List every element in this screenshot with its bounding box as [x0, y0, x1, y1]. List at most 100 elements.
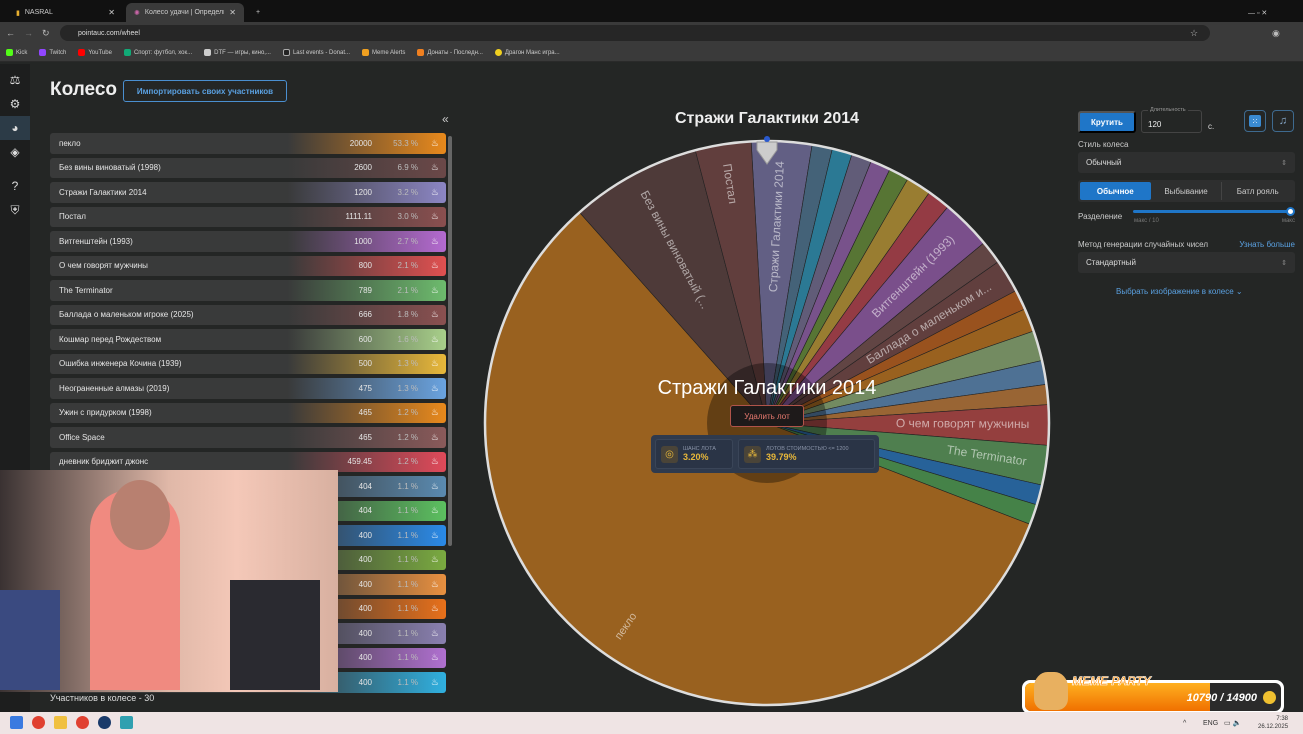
- spotlight-icon[interactable]: ♨: [430, 578, 439, 589]
- forward-icon[interactable]: →: [24, 28, 33, 38]
- back-icon[interactable]: ←: [6, 28, 15, 38]
- participants-count: Участников в колесе - 30: [50, 693, 155, 703]
- spotlight-icon[interactable]: ♨: [430, 652, 439, 663]
- participant-row[interactable]: Неограненные алмазы (2019) 475 1.3 % ♨: [50, 378, 446, 399]
- participant-row[interactable]: дневник бриджит джонс 459.45 1.2 % ♨: [50, 451, 446, 472]
- participant-row[interactable]: пекло 20000 53.3 % ♨: [50, 133, 446, 154]
- language-indicator[interactable]: ENG: [1203, 719, 1219, 727]
- participant-row[interactable]: Постал 1111.11 3.0 % ♨: [50, 206, 446, 227]
- spotlight-icon[interactable]: ♨: [430, 382, 439, 393]
- steam-icon[interactable]: [98, 716, 111, 729]
- choose-image-link[interactable]: Выбрать изображение в колесе ⌄: [1116, 287, 1243, 296]
- spotlight-icon[interactable]: ♨: [430, 480, 439, 491]
- bookmark[interactable]: YouTube: [78, 48, 112, 56]
- bookmark[interactable]: DTF — игры, кино,...: [204, 48, 271, 56]
- participant-amount: 465: [358, 408, 372, 418]
- close-tab-icon[interactable]: ✕: [108, 8, 115, 17]
- app-icon[interactable]: [120, 716, 133, 729]
- delete-lot-button[interactable]: Удалить лот: [730, 405, 804, 427]
- participant-row[interactable]: Витгенштейн (1993) 1000 2.7 % ♨: [50, 231, 446, 252]
- windows-start-icon[interactable]: [10, 716, 23, 729]
- music-icon[interactable]: ♫: [1272, 110, 1294, 132]
- bookmark[interactable]: Драгон Манс игра...: [494, 48, 560, 56]
- spotlight-icon[interactable]: ♨: [430, 358, 439, 369]
- close-tab-icon[interactable]: ✕: [229, 8, 236, 17]
- spotlight-icon[interactable]: ♨: [430, 333, 439, 344]
- new-tab-button[interactable]: +: [256, 9, 261, 16]
- spotlight-icon[interactable]: ♨: [430, 309, 439, 320]
- spotlight-icon[interactable]: ♨: [430, 284, 439, 295]
- participant-row[interactable]: О чем говорят мужчины 800 2.1 % ♨: [50, 255, 446, 276]
- wheel-pie-icon[interactable]: ◕: [0, 116, 30, 140]
- bookmark[interactable]: Meme Alerts: [362, 48, 405, 56]
- spotlight-icon[interactable]: ♨: [430, 162, 439, 173]
- spotlight-icon[interactable]: ♨: [430, 235, 439, 246]
- mode-elimination[interactable]: Выбывание: [1164, 186, 1208, 196]
- spotlight-icon[interactable]: ♨: [430, 211, 439, 222]
- settings-gear-icon[interactable]: ⚙: [9, 97, 21, 111]
- spotlight-icon[interactable]: ♨: [430, 627, 439, 638]
- spotlight-icon[interactable]: ♨: [430, 186, 439, 197]
- participant-row[interactable]: Ошибка инженера Кочина (1939) 500 1.3 % ♨: [50, 353, 446, 374]
- yandex-icon[interactable]: [32, 716, 45, 729]
- folder-icon[interactable]: [54, 716, 67, 729]
- shield-check-icon[interactable]: ⛨: [10, 202, 20, 217]
- spotlight-icon[interactable]: ♨: [430, 456, 439, 467]
- network-icon[interactable]: ▭ 🔈: [1224, 720, 1242, 727]
- auction-gavel-icon[interactable]: ⚖: [9, 73, 21, 87]
- chrome-icon[interactable]: [76, 716, 89, 729]
- participant-row[interactable]: Без вины виноватый (1998) 2600 6.9 % ♨: [50, 157, 446, 178]
- participant-row[interactable]: Ужин с придурком (1998) 465 1.2 % ♨: [50, 402, 446, 423]
- spotlight-icon[interactable]: ♨: [430, 260, 439, 271]
- bookmark[interactable]: Донаты - Последн...: [417, 48, 483, 56]
- participant-row[interactable]: Баллада о маленьком игроке (2025) 666 1.8 …: [50, 304, 446, 325]
- layers-icon[interactable]: ◈: [10, 145, 20, 159]
- participant-row[interactable]: Кошмар перед Рождеством 600 1.6 % ♨: [50, 329, 446, 350]
- tab-wheel[interactable]: ✺Колесо удачи | Определите п...✕: [126, 3, 244, 22]
- spotlight-icon[interactable]: ♨: [430, 676, 439, 687]
- mode-battle-royale[interactable]: Батл рояль: [1221, 182, 1293, 200]
- duration-input[interactable]: Длительность 120: [1141, 107, 1202, 133]
- bookmark-star-icon[interactable]: ☆: [1190, 27, 1199, 38]
- help-icon[interactable]: ?: [11, 179, 19, 193]
- window-controls[interactable]: — ▫ ✕: [1248, 9, 1268, 17]
- tab-nasral[interactable]: ▮ NASRAL ✕: [16, 8, 115, 17]
- spotlight-icon[interactable]: ♨: [430, 137, 439, 148]
- rng-select[interactable]: Стандартный ⇕: [1078, 252, 1295, 273]
- lot-info-panel: ◎ ШАНС ЛОТА 3.20% ⁂ ЛОТОВ СТОИМОСТЬЮ <= 1…: [651, 435, 879, 473]
- spotlight-icon[interactable]: ♨: [430, 529, 439, 540]
- bookmark[interactable]: Twitch: [39, 48, 66, 56]
- participant-row[interactable]: Office Space 465 1.2 % ♨: [50, 427, 446, 448]
- rng-label: Метод генерации случайных чисел: [1078, 240, 1209, 249]
- tray-chevron-icon[interactable]: ^: [1183, 719, 1187, 727]
- bookmark[interactable]: Last events - Donat...: [282, 48, 350, 56]
- split-slider[interactable]: [1133, 207, 1295, 216]
- participant-amount: 400: [358, 530, 372, 540]
- url-input[interactable]: pointauc.com/wheel: [60, 25, 1210, 41]
- bookmark[interactable]: Спорт: футбол, хок...: [123, 48, 192, 56]
- list-scrollbar[interactable]: [448, 136, 452, 546]
- bookmark[interactable]: Kick: [6, 48, 27, 56]
- reload-icon[interactable]: ↻: [42, 27, 50, 38]
- participant-row[interactable]: Стражи Галактики 2014 1200 3.2 % ♨: [50, 182, 446, 203]
- spotlight-icon[interactable]: ♨: [430, 554, 439, 565]
- clock[interactable]: 7:38 26.12.2025: [1258, 716, 1289, 730]
- slider-knob[interactable]: [1286, 207, 1295, 216]
- spotlight-icon[interactable]: ♨: [430, 505, 439, 516]
- dice-icon[interactable]: ⁙: [1244, 110, 1266, 132]
- profile-icon[interactable]: ◉: [1272, 27, 1280, 38]
- spotlight-icon[interactable]: ♨: [430, 431, 439, 442]
- style-select[interactable]: Обычный ⇕: [1078, 152, 1295, 173]
- meme-party-overlay: 10790 / 14900 MEME PARTY: [1022, 672, 1284, 714]
- spotlight-icon[interactable]: ♨: [430, 603, 439, 614]
- import-participants-button[interactable]: Импортировать своих участников: [123, 80, 287, 102]
- spin-button[interactable]: Крутить: [1078, 111, 1136, 133]
- participant-row[interactable]: The Terminator 789 2.1 % ♨: [50, 280, 446, 301]
- collapse-list-icon[interactable]: «: [442, 112, 449, 126]
- participant-name: Баллада о маленьком игроке (2025): [59, 310, 194, 320]
- wheel-slice-label: Стражи Галактики 2014: [766, 160, 787, 292]
- participant-name: Витгенштейн (1993): [59, 236, 133, 246]
- learn-more-link[interactable]: Узнать больше: [1239, 240, 1295, 249]
- spotlight-icon[interactable]: ♨: [430, 407, 439, 418]
- mode-normal[interactable]: Обычное: [1080, 182, 1151, 200]
